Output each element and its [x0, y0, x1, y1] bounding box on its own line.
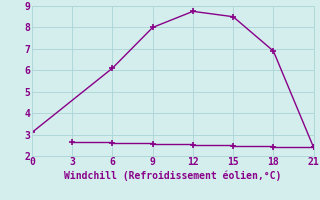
X-axis label: Windchill (Refroidissement éolien,°C): Windchill (Refroidissement éolien,°C): [64, 170, 282, 181]
